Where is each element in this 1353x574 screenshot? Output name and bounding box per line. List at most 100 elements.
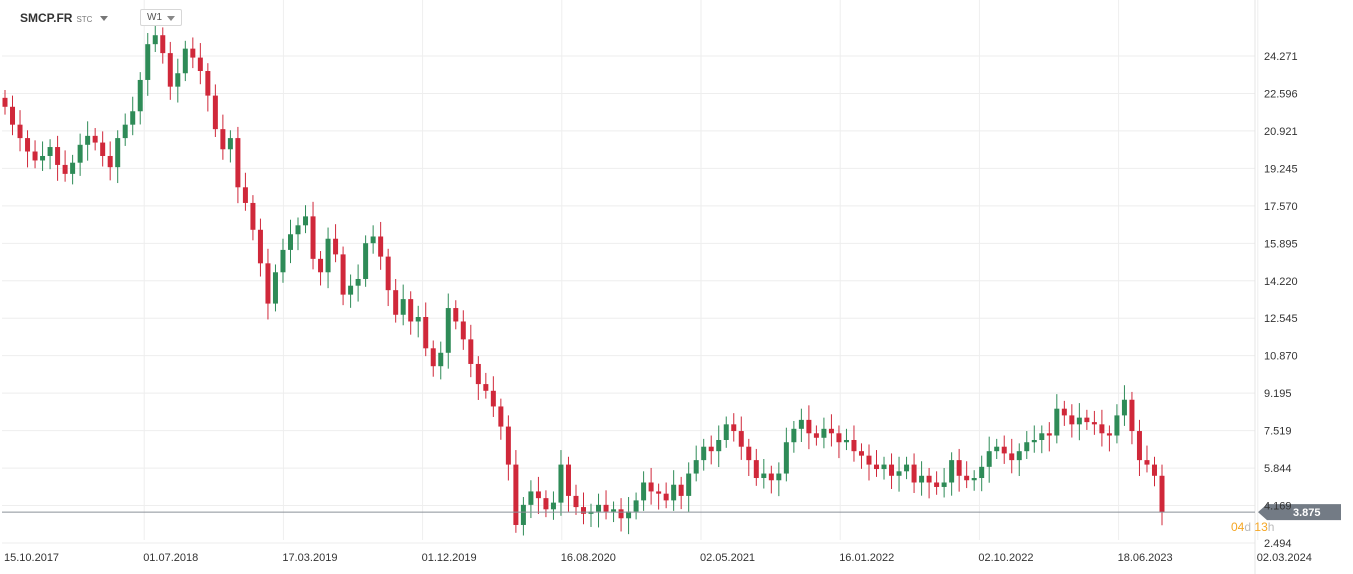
candle-body [70,162,76,174]
candle [934,471,940,495]
candle-body [768,473,774,481]
candle [1009,438,1015,474]
candle [460,310,466,350]
candle [85,121,91,161]
candle [761,459,767,489]
candle [791,420,797,453]
candle-body [17,124,23,139]
candle-body [107,155,113,168]
y-tick-label: 22.596 [1264,88,1298,100]
candle-body [175,73,181,87]
candle-body [783,442,789,474]
candle-body [926,475,932,483]
chevron-down-icon[interactable] [100,16,109,22]
symbol-selector[interactable]: SMCP.FR STC [20,11,109,25]
candle [378,221,384,270]
candle [535,476,541,515]
candle [400,284,406,326]
candle-body [1121,399,1127,416]
candle-body [633,500,639,512]
candle [1076,403,1082,441]
candle [858,443,864,469]
candle-body [85,135,91,145]
candle [1099,409,1105,447]
candle-body [949,460,955,483]
candle [1054,394,1060,444]
candle-body [746,446,752,461]
candle-body [227,138,233,150]
candle-body [986,451,992,467]
candle-body [716,439,722,452]
candle-body [205,71,211,96]
candle [1046,422,1052,452]
candle [415,305,421,338]
candle-body [145,44,151,80]
candle-body [340,254,346,295]
candle [513,450,519,533]
candle-body [370,236,376,244]
x-tick-label: 17.03.2019 [282,552,337,564]
candle-body [723,424,729,440]
candle-body [971,478,977,481]
candle [836,425,842,459]
countdown-days-unit: d [1244,520,1252,534]
candle [107,141,113,181]
x-tick-label: 16.01.2022 [839,552,894,564]
candle [723,416,729,448]
candle [813,425,819,446]
candle [32,140,38,169]
candle-body [1016,451,1022,461]
candle-body [310,216,316,259]
candle [565,456,571,512]
candle-body [678,484,684,496]
candle [911,453,917,493]
candle [355,264,361,302]
candle [663,482,669,509]
candle-body [122,124,128,139]
candle [498,398,504,440]
candle [182,40,188,82]
candle [1159,464,1165,526]
y-tick-label: 20.921 [1264,126,1298,138]
candle-body [663,493,669,501]
candle [250,195,256,241]
candle [475,356,481,400]
candle [1069,404,1075,438]
candle-body [445,308,451,353]
candle [25,130,31,168]
y-tick-label: 10.870 [1264,351,1298,363]
candle-body [167,53,173,87]
candle [430,340,436,377]
candle-body [160,35,166,54]
candle-body [858,451,864,456]
candle-body [242,187,248,203]
candle [896,456,902,492]
candle-body [611,509,617,512]
candle-body [197,57,203,72]
candle-body [641,482,647,501]
candle-body [1024,442,1030,452]
candle-body [701,446,707,461]
candle [1151,456,1157,487]
countdown-hours: 13 [1254,520,1268,534]
candle [603,490,609,520]
candle [265,248,271,320]
candle [17,110,23,152]
candle [2,90,8,115]
candle-body [588,511,594,514]
candle [160,27,166,64]
candle-body [490,390,496,407]
candle-body [1136,431,1142,461]
candle [768,465,774,494]
chevron-down-icon[interactable] [167,16,175,21]
candle [633,492,639,520]
candle [92,128,98,151]
candle-body [851,439,857,452]
candle [979,455,985,492]
candle-body [1091,422,1097,425]
timeframe-select[interactable]: W1 [140,9,182,26]
candle-body [881,464,887,470]
y-tick-label: 2.494 [1264,538,1292,550]
candle-body [318,258,324,273]
